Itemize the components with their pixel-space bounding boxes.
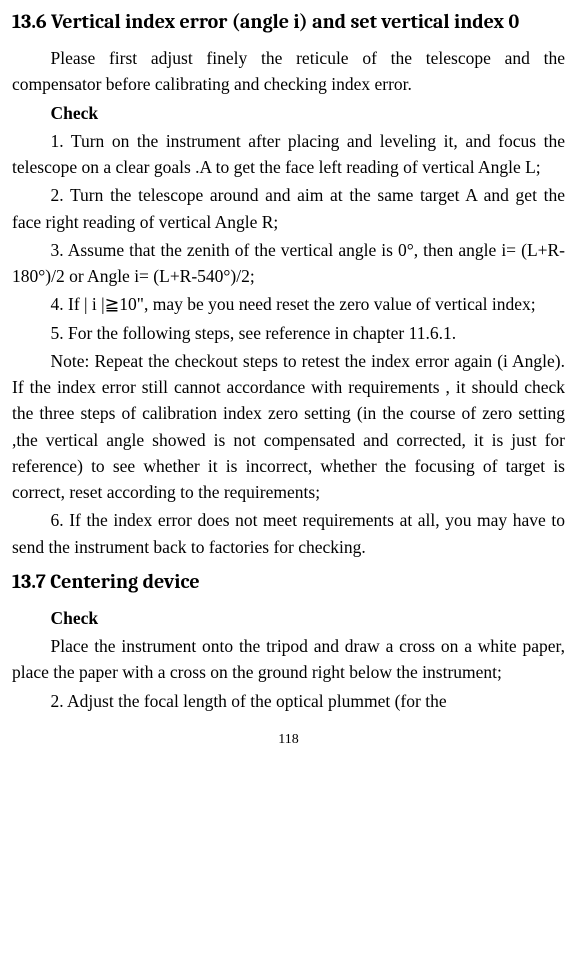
section-heading-13-7: 13.7 Centering device <box>12 568 565 595</box>
paragraph-step-2: 2. Turn the telescope around and aim at … <box>12 182 565 235</box>
paragraph-step-1: 1. Turn on the instrument after placing … <box>12 128 565 181</box>
paragraph-centering-1: Place the instrument onto the tripod and… <box>12 633 565 686</box>
paragraph: Please first adjust finely the reticule … <box>12 45 565 98</box>
paragraph-step-3: 3. Assume that the zenith of the vertica… <box>12 237 565 290</box>
check-subheading-2: Check <box>12 605 565 631</box>
check-subheading: Check <box>12 100 565 126</box>
paragraph-step-4: 4. If | i |≧10", may be you need reset t… <box>12 291 565 317</box>
paragraph-step-6: 6. If the index error does not meet requ… <box>12 507 565 560</box>
section-heading-13-6: 13.6 Vertical index error (angle i) and … <box>12 8 565 35</box>
paragraph-centering-2: 2. Adjust the focal length of the optica… <box>12 688 565 714</box>
paragraph-note: Note: Repeat the checkout steps to retes… <box>12 348 565 506</box>
paragraph-step-5: 5. For the following steps, see referenc… <box>12 320 565 346</box>
document-page: 13.6 Vertical index error (angle i) and … <box>0 0 577 756</box>
page-number: 118 <box>12 732 565 748</box>
